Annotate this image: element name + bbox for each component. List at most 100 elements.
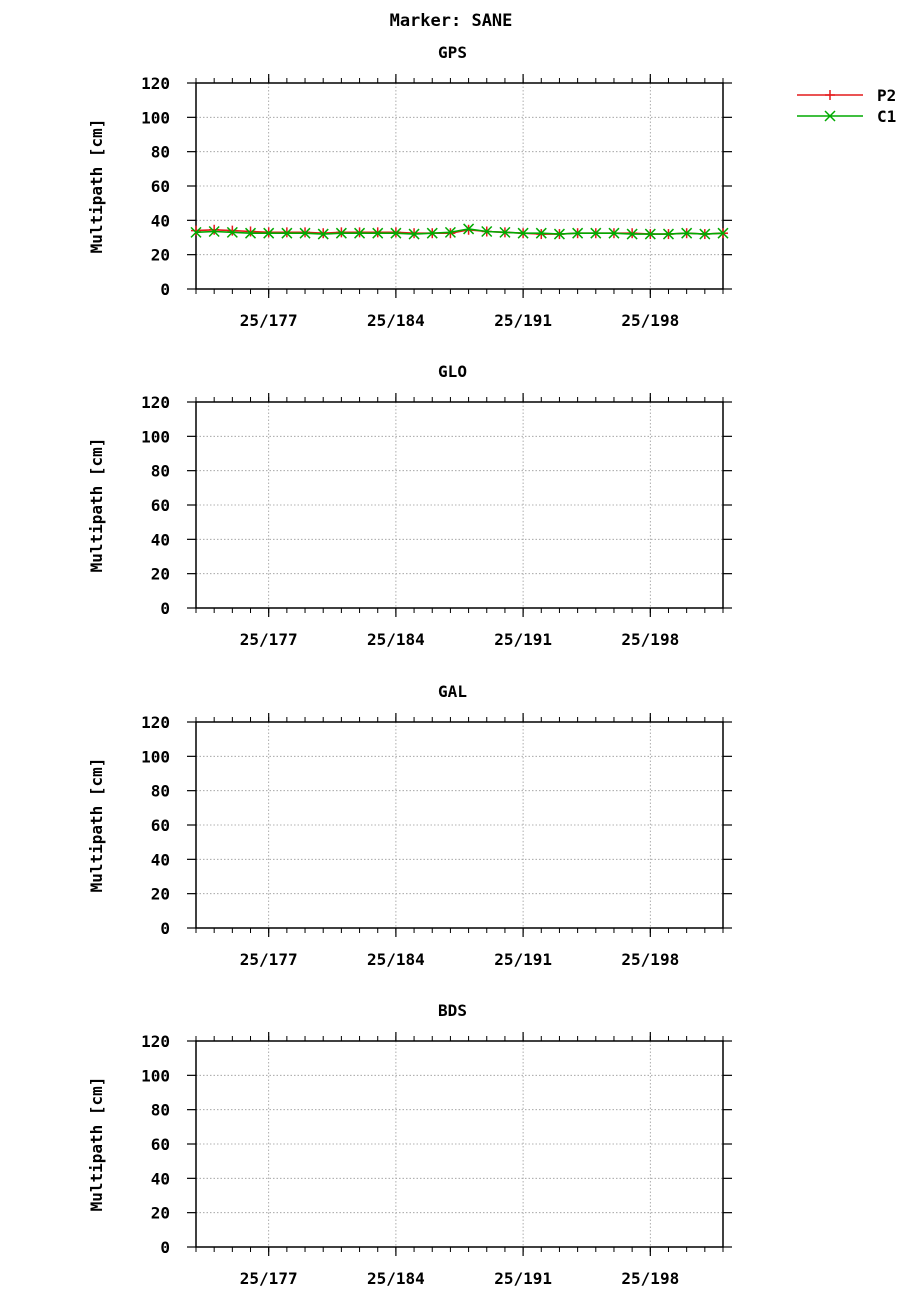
y-tick-label: 60 — [151, 816, 170, 835]
y-axis-label-bds: Multipath [cm] — [87, 1077, 106, 1212]
series-p2-gps-point — [227, 225, 238, 236]
marker-d2 — [263, 227, 275, 239]
marker-d2 — [626, 228, 638, 240]
y-tick-label: 20 — [151, 246, 170, 265]
legend-label: P2 — [877, 86, 896, 105]
x-tick-label: 25/177 — [240, 311, 298, 330]
series-c1-gps-point — [244, 227, 257, 239]
y-tick-label: 80 — [151, 143, 170, 162]
panel-bds: BDS Multipath [cm] 0 20 40 60 80 100 120 25/177 25… — [87, 1001, 732, 1288]
legend-entry-p2: P2 — [797, 86, 896, 105]
grid-gal — [196, 722, 723, 928]
y-axis-label-glo: Multipath [cm] — [87, 438, 106, 573]
series-c1-gps-point — [717, 227, 729, 239]
grid-gps — [196, 83, 723, 289]
y-tick-label: 40 — [151, 530, 170, 549]
series-p2-gps-point — [245, 226, 256, 237]
marker-d2 — [317, 228, 329, 240]
y-tick-label: 0 — [160, 599, 170, 618]
series-c1-gps-point — [263, 227, 275, 239]
series-c1-gps-point — [481, 225, 493, 238]
x-tick-label: 25/177 — [240, 950, 298, 969]
marker-d2 — [372, 227, 384, 239]
x-tick-label: 25/191 — [494, 630, 552, 649]
x-tick-label: 25/198 — [621, 950, 679, 969]
marker-d2 — [535, 227, 547, 239]
series-c1-gps-point — [463, 223, 475, 235]
series-c1-gps-point — [226, 226, 238, 238]
x-tick-label: 25/198 — [621, 1269, 679, 1288]
series-c1-gps-point — [208, 225, 220, 238]
y-tick-label: 40 — [151, 850, 170, 869]
grid-glo — [196, 402, 723, 608]
y-tick-label: 40 — [151, 211, 170, 230]
x-tick-label: 25/184 — [367, 950, 425, 969]
marker-d2 — [481, 225, 493, 238]
y-tick-label: 0 — [160, 919, 170, 938]
panel-title-bds: BDS — [438, 1001, 467, 1020]
series-c1-gps-line — [195, 228, 724, 235]
series-c1-gps-point — [572, 227, 584, 239]
series-c1-gps-point — [335, 227, 347, 239]
legend-label: C1 — [877, 107, 896, 126]
series-c1-gps-point — [535, 227, 547, 239]
y-tick-label: 0 — [160, 280, 170, 299]
series-c1-gps-point — [317, 228, 329, 240]
panel-gal: GAL Multipath [cm] 0 20 40 60 80 100 120 25/177 25… — [87, 682, 732, 969]
series-c1-gps-point — [590, 227, 602, 239]
panel-glo: GLO Multipath [cm] 0 20 40 60 80 100 120 25/177 25… — [87, 362, 732, 649]
marker-d2 — [226, 226, 238, 238]
panel-title-gps: GPS — [438, 43, 467, 62]
marker-d2 — [517, 227, 529, 239]
series-c1-gps-point — [372, 227, 384, 239]
series-c1-gps — [190, 223, 729, 240]
x-tick-label: 25/184 — [367, 1269, 425, 1288]
legend-marker-d2 — [824, 110, 836, 122]
series-c1-gps-point — [626, 228, 638, 240]
y-tick-label: 20 — [151, 1204, 170, 1223]
series-c1-gps-point — [499, 226, 511, 238]
y-tick-label: 120 — [141, 74, 170, 93]
x-tick-label: 25/198 — [621, 630, 679, 649]
marker-d2 — [244, 227, 257, 239]
marker-d2 — [608, 227, 620, 239]
marker-d2 — [662, 228, 675, 240]
y-tick-label: 60 — [151, 1135, 170, 1154]
series-c1-gps-point — [354, 227, 366, 239]
marker-d2 — [590, 227, 602, 239]
marker-d2 — [553, 228, 565, 240]
series-c1-gps-point — [408, 228, 420, 240]
marker-d2 — [335, 227, 347, 239]
y-tick-label: 80 — [151, 782, 170, 801]
marker-d2 — [390, 227, 402, 239]
series-c1-gps-point — [299, 227, 311, 239]
x-tick-label: 25/191 — [494, 950, 552, 969]
marker-d2 — [281, 227, 293, 239]
marker-d2 — [644, 228, 656, 240]
y-tick-label: 60 — [151, 177, 170, 196]
figure-title: Marker: SANE — [390, 11, 513, 31]
y-tick-label: 100 — [141, 1066, 170, 1085]
marker-d2 — [699, 228, 711, 240]
y-tick-label: 120 — [141, 1032, 170, 1051]
marker-d2 — [299, 227, 311, 239]
y-tick-label: 100 — [141, 427, 170, 446]
series-c1-gps-point — [608, 227, 620, 239]
y-tick-label: 100 — [141, 108, 170, 127]
marker-d2 — [681, 227, 693, 239]
series-c1-gps-point — [517, 227, 529, 239]
marker-d2 — [463, 223, 475, 235]
x-tick-label: 25/198 — [621, 311, 679, 330]
panel-title-glo: GLO — [438, 362, 467, 381]
marker-d2 — [208, 225, 220, 238]
series-c1-gps-point — [662, 228, 675, 240]
series-c1-gps-point — [699, 228, 711, 240]
y-tick-label: 100 — [141, 747, 170, 766]
series-c1-gps-point — [281, 227, 293, 239]
marker-d2 — [190, 226, 202, 238]
series-p2-gps-point — [209, 224, 220, 235]
marker-d2 — [572, 227, 584, 239]
marker-d2 — [408, 228, 420, 240]
series-c1-gps-point — [681, 227, 693, 239]
series-c1-gps-point — [553, 228, 565, 240]
